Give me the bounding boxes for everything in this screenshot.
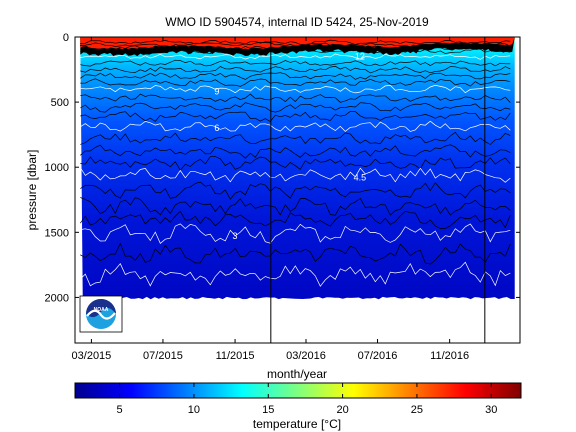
contour-line	[80, 65, 511, 74]
x-tick-label: 11/2015	[216, 350, 255, 362]
noaa-logo: NOAA	[79, 295, 123, 333]
contour-line	[80, 53, 511, 60]
colorbar-label: temperature [°C]	[253, 417, 341, 431]
contour-label: 6	[214, 123, 219, 133]
plot-area: 12 9 6 4.5 3	[75, 37, 520, 343]
x-tick-label: 03/2015	[72, 350, 112, 362]
contour-line	[80, 156, 511, 172]
y-tick-label: 500	[51, 97, 69, 109]
colorbar-tick-label: 20	[336, 404, 348, 416]
y-tick-label: 1000	[45, 162, 69, 174]
contour-labels: 12 9 6 4.5 3	[214, 52, 367, 242]
colorbar-tick-label: 30	[485, 404, 497, 416]
contour-line	[80, 197, 511, 216]
contour-line	[80, 59, 511, 67]
contour-label: 9	[214, 87, 219, 97]
contour-line	[80, 120, 511, 132]
colorbar-tick-label: 5	[117, 404, 123, 416]
x-tick-label: 03/2016	[286, 350, 326, 362]
contour-line	[80, 210, 511, 229]
contour-line	[80, 131, 511, 145]
colorbar-tick-label: 25	[411, 404, 423, 416]
contour-line	[80, 42, 511, 48]
x-tick-label: 11/2016	[430, 350, 469, 362]
y-tick-label: 0	[63, 32, 69, 44]
contour-line	[80, 93, 511, 103]
contour-line	[80, 110, 511, 122]
colorbar-tick-label: 10	[188, 404, 200, 416]
plot-frame	[74, 36, 521, 344]
x-tick-label: 07/2015	[143, 350, 183, 362]
contour-line	[80, 181, 511, 200]
colorbar: 5 10 15 20 25 30 temperature [°C]	[74, 382, 522, 431]
logo-bird-wave	[86, 309, 116, 320]
contour-line	[80, 39, 511, 45]
chart-title: WMO ID 5904574, internal ID 5424, 25-Nov…	[165, 15, 429, 29]
contour-line	[80, 48, 511, 54]
contour-line	[80, 223, 511, 244]
contour-line	[80, 261, 511, 287]
contour-lines	[80, 39, 511, 287]
y-tick-label: 1500	[45, 227, 69, 239]
logo-sky	[86, 299, 116, 318]
logo-text: NOAA	[94, 307, 109, 313]
contour-label: 4.5	[354, 173, 367, 183]
vertical-markers	[270, 37, 486, 343]
y-axis: 0 500 1000 1500 2000	[45, 32, 520, 304]
contour-line	[80, 78, 511, 87]
contour-label: 3	[233, 231, 238, 241]
contour-line	[80, 84, 511, 94]
x-axis-label: month/year	[267, 367, 327, 381]
y-tick-label: 2000	[45, 292, 69, 304]
contour-line	[80, 72, 511, 80]
contour-line	[80, 102, 511, 113]
y-axis-label: pressure [dbar]	[25, 150, 39, 231]
colorbar-ticks: 5 10 15 20 25 30	[117, 383, 497, 416]
x-axis: 03/2015 07/2015 11/2015 03/2016 07/2016 11/20…	[72, 37, 469, 362]
contour-label: 12	[355, 52, 365, 62]
colorbar-tick-label: 15	[262, 404, 274, 416]
colorbar-frame	[74, 382, 522, 399]
temperature-field	[80, 37, 515, 300]
contour-line	[80, 242, 511, 265]
x-tick-label: 07/2016	[358, 350, 398, 362]
contour-line	[80, 167, 511, 183]
contour-line	[80, 45, 511, 51]
contour-line	[80, 144, 511, 159]
colorbar-gradient	[75, 383, 521, 398]
